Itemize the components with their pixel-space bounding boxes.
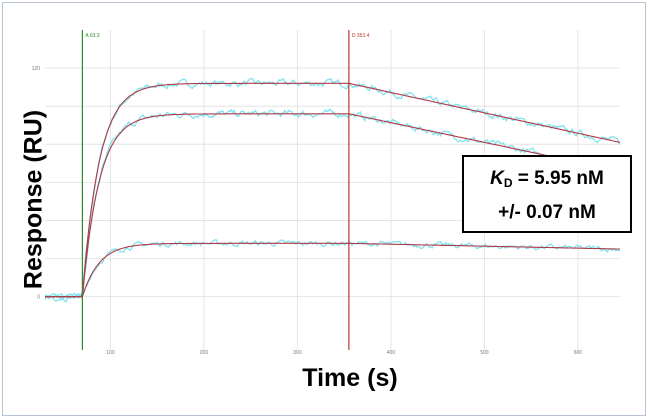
fit-curve-2 xyxy=(45,113,621,298)
raw-trace-3 xyxy=(44,238,621,300)
y-tick-label: 0 xyxy=(37,295,40,301)
x-tick-label: 500 xyxy=(480,350,489,356)
y-tick-label: 120 xyxy=(32,66,41,72)
kd-annotation: KD = 5.95 nM +/- 0.07 nM xyxy=(462,155,632,233)
fit-curves xyxy=(45,82,621,298)
fit-curve-1 xyxy=(45,82,621,298)
marker-label-1: A 63.3 xyxy=(85,33,99,39)
kd-value: = 5.95 nM xyxy=(512,168,604,189)
x-axis-label: Time (s) xyxy=(302,364,398,392)
tick-labels: 100 200 300 400 500 600 0 120 xyxy=(32,66,583,356)
kd-symbol: K xyxy=(490,168,504,189)
x-tick-label: 200 xyxy=(200,350,209,356)
x-tick-label: 300 xyxy=(293,350,302,356)
x-tick-label: 400 xyxy=(387,350,396,356)
figure-frame xyxy=(2,2,646,416)
marker-label-2: D 353.4 xyxy=(352,33,370,39)
x-tick-label: 600 xyxy=(574,350,583,356)
y-axis-label: Response (RU) xyxy=(19,109,48,290)
kd-subscript: D xyxy=(503,176,513,190)
kd-error: +/- 0.07 nM xyxy=(498,202,596,223)
fit-curve-3 xyxy=(45,242,620,298)
x-tick-label: 100 xyxy=(106,350,115,356)
injection-markers: A 63.3 D 353.4 xyxy=(81,30,370,350)
